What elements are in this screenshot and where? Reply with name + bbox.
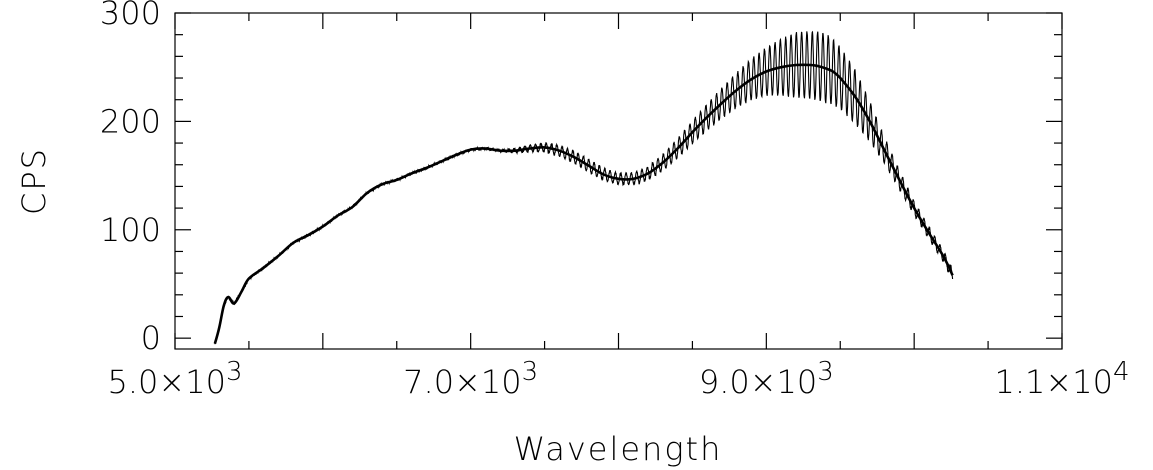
smooth-fit-line (213, 63, 954, 344)
x-tick-labels: 5.0×103 7.0×103 9.0×103 1.1×104 (108, 357, 1130, 401)
x-tick-label: 9.0×103 (699, 357, 834, 401)
x-tick-label: 7.0×103 (403, 357, 538, 401)
x-axis-title: Wavelength (514, 430, 723, 468)
y-tick-label: 300 (100, 0, 161, 32)
y-tick-labels: 0 100 200 300 (100, 0, 161, 357)
x-tick-label: 1.1×104 (995, 357, 1130, 401)
plot-frame (174, 12, 1063, 350)
y-axis-title: CPS (15, 147, 53, 215)
axis-ticks (174, 12, 1063, 349)
x-tick-label: 5.0×103 (108, 357, 243, 401)
y-tick-label: 100 (100, 211, 161, 249)
y-tick-label: 0 (141, 319, 161, 357)
y-tick-label: 200 (100, 102, 161, 140)
